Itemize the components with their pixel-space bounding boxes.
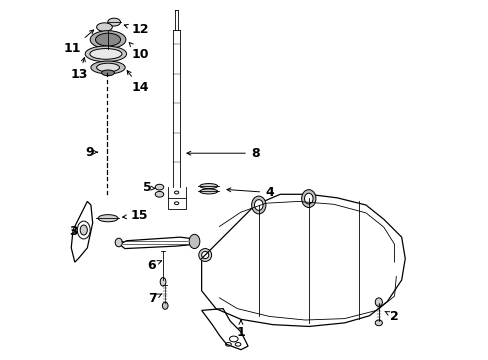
Text: 4: 4 — [226, 186, 273, 199]
Text: 14: 14 — [127, 71, 149, 94]
Ellipse shape — [162, 302, 168, 309]
Text: 12: 12 — [124, 23, 149, 36]
Text: 11: 11 — [63, 30, 94, 55]
Ellipse shape — [155, 184, 163, 190]
Ellipse shape — [200, 189, 217, 194]
Ellipse shape — [301, 190, 315, 207]
Text: 8: 8 — [186, 147, 259, 160]
Ellipse shape — [174, 202, 179, 204]
Ellipse shape — [304, 193, 312, 204]
Ellipse shape — [97, 63, 119, 72]
Ellipse shape — [80, 225, 87, 235]
Ellipse shape — [160, 278, 165, 286]
Text: 9: 9 — [86, 146, 97, 159]
Text: 1: 1 — [236, 320, 245, 339]
Ellipse shape — [97, 23, 112, 31]
Ellipse shape — [254, 200, 263, 210]
Ellipse shape — [90, 31, 125, 49]
Ellipse shape — [90, 49, 122, 59]
Ellipse shape — [201, 251, 208, 258]
Ellipse shape — [85, 46, 126, 62]
Ellipse shape — [155, 192, 163, 197]
Ellipse shape — [174, 191, 179, 194]
Ellipse shape — [98, 215, 118, 222]
Text: 7: 7 — [148, 292, 162, 305]
Text: 3: 3 — [69, 225, 78, 238]
Text: 6: 6 — [147, 258, 161, 271]
Text: 13: 13 — [71, 58, 88, 81]
Ellipse shape — [102, 70, 114, 76]
Ellipse shape — [251, 196, 265, 214]
Ellipse shape — [95, 33, 121, 46]
Ellipse shape — [200, 184, 217, 189]
Text: 5: 5 — [142, 181, 155, 194]
Ellipse shape — [91, 61, 125, 74]
Ellipse shape — [189, 234, 200, 249]
Text: 10: 10 — [129, 42, 149, 61]
Ellipse shape — [198, 249, 211, 261]
Ellipse shape — [374, 320, 382, 326]
Ellipse shape — [107, 18, 121, 26]
Ellipse shape — [374, 298, 382, 306]
Text: 2: 2 — [384, 310, 398, 323]
Ellipse shape — [115, 238, 122, 247]
Text: 15: 15 — [122, 209, 147, 222]
